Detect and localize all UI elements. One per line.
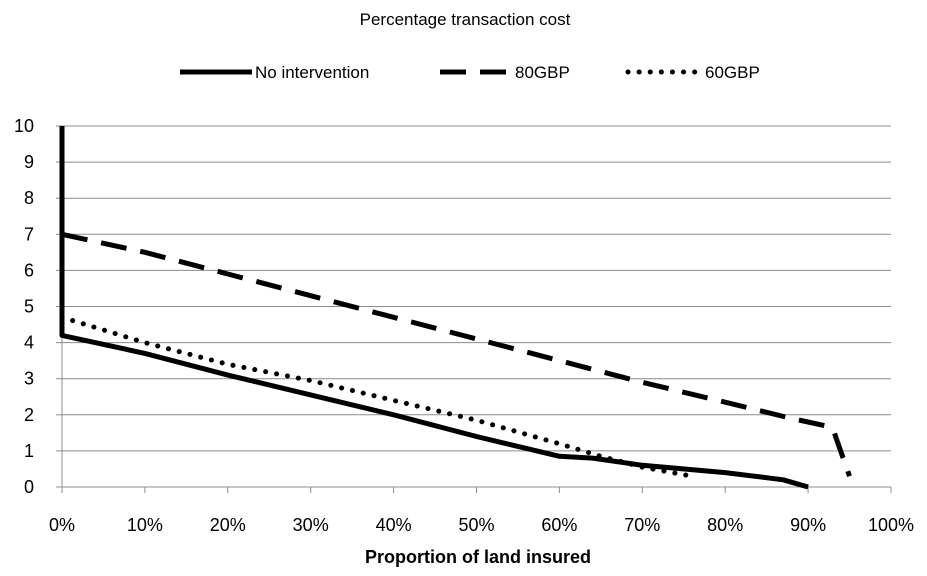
y-tick-label: 2 <box>24 405 34 425</box>
y-tick-label: 3 <box>24 369 34 389</box>
legend-item: 60GBP <box>625 63 760 82</box>
legend-item: No intervention <box>180 63 369 82</box>
series-line-60gbp <box>59 314 695 479</box>
x-tick-label: 20% <box>210 515 246 535</box>
y-tick-label: 6 <box>24 260 34 280</box>
chart-title: Percentage transaction cost <box>360 10 571 29</box>
y-tick-label: 4 <box>24 333 34 353</box>
y-tick-label: 9 <box>24 152 34 172</box>
chart-legend: No intervention 80GBP 60GBP <box>180 63 760 82</box>
y-tick-label: 5 <box>24 297 34 317</box>
y-tick-label: 8 <box>24 188 34 208</box>
legend-label: 60GBP <box>705 63 760 82</box>
y-tick-label: 7 <box>24 224 34 244</box>
x-tick-label: 50% <box>458 515 494 535</box>
series-line-80gbp <box>61 231 852 478</box>
x-tick-label: 100% <box>868 515 914 535</box>
x-axis-ticks: 0% 10% 20% 30% 40% 50% 60% 70% 80% 90% 100% <box>49 487 914 535</box>
gridlines <box>62 125 891 452</box>
legend-item: 80GBP <box>440 63 570 82</box>
x-tick-label: 40% <box>376 515 412 535</box>
y-tick-label: 1 <box>24 441 34 461</box>
x-tick-label: 80% <box>707 515 743 535</box>
legend-label: 80GBP <box>515 63 570 82</box>
x-tick-label: 30% <box>293 515 329 535</box>
series-lines <box>59 126 852 490</box>
x-tick-label: 90% <box>790 515 826 535</box>
legend-label: No intervention <box>255 63 369 82</box>
x-tick-label: 0% <box>49 515 75 535</box>
y-tick-label: 10 <box>14 116 34 136</box>
x-tick-label: 10% <box>127 515 163 535</box>
y-axis-ticks: 0 1 2 3 4 5 6 7 8 9 10 <box>14 116 62 497</box>
series-line-no-intervention <box>59 126 809 490</box>
x-tick-label: 70% <box>624 515 660 535</box>
x-tick-label: 60% <box>541 515 577 535</box>
y-tick-label: 0 <box>24 477 34 497</box>
x-axis-label: Proportion of land insured <box>365 547 591 567</box>
